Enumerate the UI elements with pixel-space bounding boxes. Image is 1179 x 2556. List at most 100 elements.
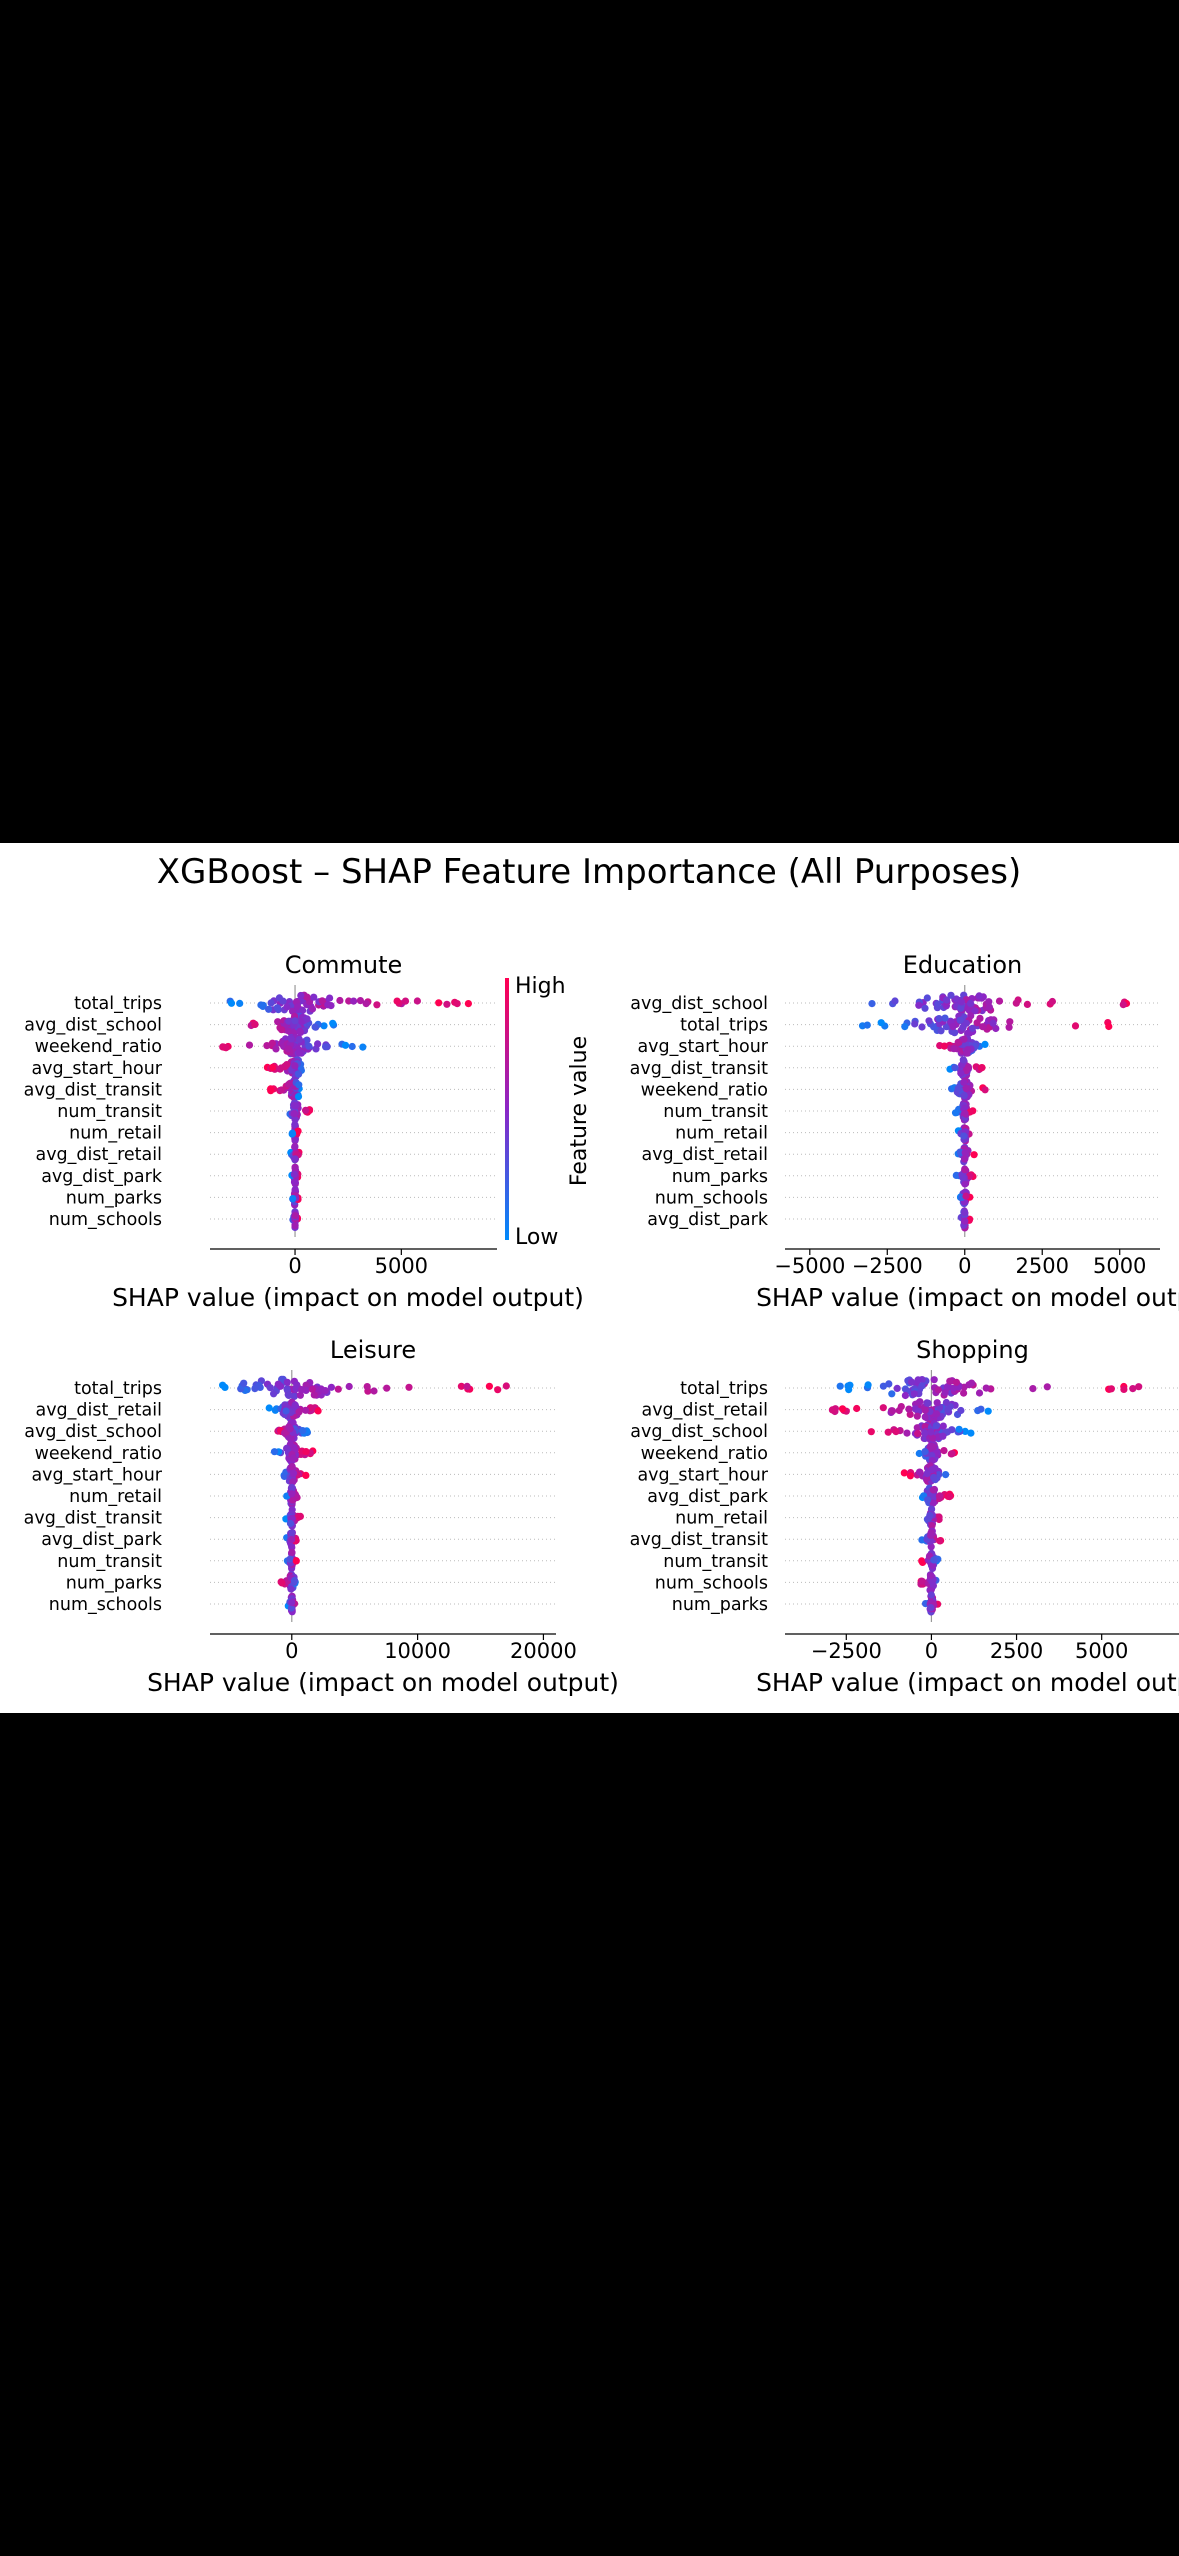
shap-dot: [287, 1035, 295, 1043]
shap-dot: [913, 1424, 921, 1432]
feature-label-avg-dist-school: avg_dist_school: [24, 1422, 162, 1442]
shap-dot: [284, 1027, 292, 1035]
shap-dot: [853, 1404, 861, 1413]
shap-dot: [951, 1029, 959, 1037]
shap-dot: [245, 1041, 254, 1049]
shap-dot: [921, 1413, 929, 1421]
shap-dot: [457, 1382, 465, 1390]
shap-dot: [435, 999, 443, 1007]
shap-dot: [982, 1384, 990, 1392]
shap-dot: [1129, 1385, 1137, 1393]
shap-dot: [936, 1537, 944, 1545]
feature-label-avg-dist-retail: avg_dist_retail: [35, 1401, 162, 1421]
feature-label-avg-dist-park: avg_dist_park: [647, 1487, 769, 1507]
shap-dot: [892, 1428, 900, 1436]
shap-dot: [277, 1064, 285, 1072]
feature-label-total-trips: total_trips: [680, 1016, 768, 1036]
shap-dot: [236, 999, 244, 1007]
x-tick-label: 2500: [1016, 1254, 1069, 1278]
colorbar-axis-label: Feature value: [567, 1036, 592, 1186]
shap-dot: [291, 1115, 299, 1124]
shap-dot: [485, 1382, 493, 1390]
feature-label-avg-dist-transit: avg_dist_transit: [630, 1059, 768, 1079]
feature-label-avg-dist-school: avg_dist_school: [630, 1422, 768, 1442]
shap-dot: [336, 996, 344, 1005]
shap-dot: [966, 999, 975, 1007]
shap-dot: [838, 1405, 847, 1413]
shap-dot: [294, 1127, 302, 1135]
shap-dot: [957, 1004, 965, 1012]
shap-dot: [310, 1391, 318, 1399]
shap-dot: [949, 1023, 957, 1031]
panel-title: Education: [903, 951, 1022, 979]
shap-dot: [962, 1019, 970, 1027]
shap-dots: [219, 991, 472, 1232]
feature-label-num-retail: num_retail: [675, 1509, 768, 1529]
x-tick-label: 10000: [384, 1639, 451, 1663]
shap-dot: [1120, 1385, 1128, 1393]
shap-dot: [844, 1382, 852, 1390]
shap-dot: [373, 1001, 381, 1009]
shap-dot: [356, 997, 364, 1005]
shap-dot: [362, 1000, 370, 1008]
shap-dot: [962, 1192, 970, 1200]
shap-dot: [957, 1069, 965, 1077]
shap-dot: [291, 1062, 299, 1070]
shap-dot: [989, 1019, 997, 1027]
shap-dot: [985, 998, 993, 1006]
shap-dot: [270, 1390, 278, 1398]
x-tick-label: 0: [288, 1254, 301, 1278]
shap-dot: [924, 1399, 932, 1407]
shap-dot: [893, 1384, 901, 1392]
shap-dot: [971, 1007, 979, 1015]
shap-dot: [453, 1000, 461, 1008]
shap-dot: [924, 1496, 932, 1504]
feature-label-avg-dist-park: avg_dist_park: [41, 1530, 163, 1550]
shap-dot: [265, 1005, 273, 1013]
shap-dot: [285, 1391, 293, 1399]
x-tick-label: 0: [925, 1639, 938, 1663]
panel-leisure: Leisuretotal_tripsavg_dist_retailavg_dis…: [24, 1336, 619, 1697]
shap-dot: [295, 1049, 303, 1057]
shap-dot: [314, 1407, 322, 1415]
feature-label-avg-dist-retail: avg_dist_retail: [35, 1145, 162, 1165]
shap-dot: [879, 1382, 888, 1390]
shap-dot: [957, 998, 966, 1006]
shap-dot: [284, 1045, 292, 1053]
feature-label-num-retail: num_retail: [69, 1487, 162, 1507]
shap-dot: [961, 1208, 969, 1217]
figure: XGBoost – SHAP Feature Importance (All P…: [0, 843, 1179, 1713]
shap-dot: [933, 1399, 941, 1407]
shap-dot: [292, 1557, 300, 1565]
shap-dot: [919, 1558, 927, 1566]
shap-dot: [291, 1017, 299, 1025]
shap-dot: [885, 1380, 893, 1388]
feature-label-weekend-ratio: weekend_ratio: [35, 1037, 162, 1057]
shap-dot: [888, 1390, 896, 1398]
shap-dot: [463, 1382, 471, 1390]
shap-dot: [267, 1087, 275, 1095]
shap-dot: [341, 1041, 350, 1049]
shap-dot: [273, 1004, 281, 1012]
shap-dot: [973, 1019, 981, 1027]
shap-dot: [288, 1129, 296, 1137]
feature-label-avg-dist-park: avg_dist_park: [41, 1167, 163, 1187]
panel-education: Education avg_dist_schooltotal_tripsavg_s…: [630, 951, 1179, 1312]
feature-label-num-retail: num_retail: [69, 1124, 162, 1144]
shap-dot: [954, 1084, 962, 1093]
shap-dot: [286, 1519, 295, 1528]
shap-dot: [274, 1018, 282, 1026]
shap-dot: [227, 999, 236, 1007]
shap-dot: [915, 1449, 923, 1458]
shap-dot: [949, 1384, 958, 1392]
shap-dot: [251, 1385, 259, 1393]
shap-dot: [1006, 1018, 1014, 1026]
x-tick-label: 5000: [375, 1254, 428, 1278]
shap-dot: [298, 1018, 306, 1026]
feature-label-num-schools: num_schools: [655, 1188, 768, 1208]
shap-dot: [921, 1448, 929, 1456]
shap-dot: [942, 1471, 950, 1479]
shap-dot: [929, 1562, 937, 1570]
shap-dot: [961, 1155, 969, 1163]
shap-dot: [443, 1000, 451, 1008]
